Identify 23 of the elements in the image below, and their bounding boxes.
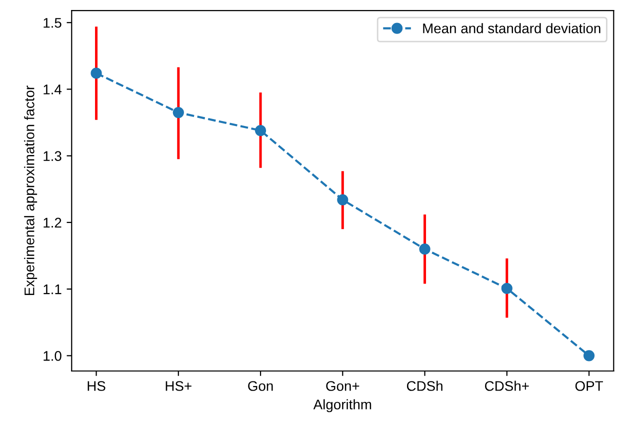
point (337, 194, 348, 206)
x-tick-label: CDSh+ (485, 380, 529, 391)
y-tick-label: 1.0 (44, 351, 62, 361)
point (172, 106, 184, 118)
y-tick-label: 1.3 (44, 151, 62, 161)
point (254, 124, 266, 136)
point (583, 350, 595, 362)
x-tick-label: Gon+ (326, 381, 360, 391)
x-axis-title: Algorithm (313, 399, 372, 412)
x-tick-label: CDSh (406, 380, 442, 391)
legend-label: Mean and standard deviation (423, 23, 600, 34)
x-tick-label: OPT (575, 381, 603, 391)
point (90, 68, 102, 79)
y-tick-label: 1.1 (44, 284, 62, 294)
point (501, 282, 512, 294)
x-tick-label: HS (88, 381, 106, 391)
y-tick-label: 1.5 (44, 18, 62, 28)
y-axis-title: Experimental approximation factor (24, 86, 38, 296)
x-tick-label: Gon (248, 381, 273, 391)
point (419, 244, 430, 255)
x-tick-label: HS+ (166, 381, 192, 391)
y-tick-label: 1.4 (44, 84, 62, 94)
y-tick-label: 1.2 (44, 218, 62, 228)
